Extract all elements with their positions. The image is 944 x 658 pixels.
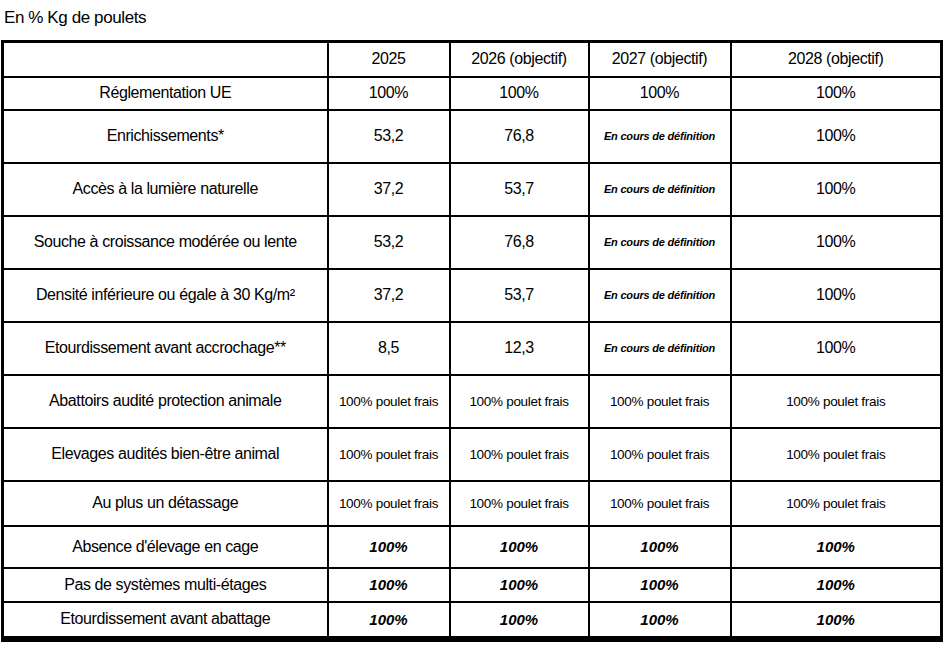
value-cell: 100% poulet frais xyxy=(731,481,942,526)
table-row: Enrichissements* 53,2 76,8 En cours de d… xyxy=(3,110,942,163)
value-cell-pending: En cours de définition xyxy=(589,163,731,216)
value-cell: 100% poulet frais xyxy=(589,481,731,526)
table-row: Au plus un détassage 100% poulet frais 1… xyxy=(3,481,942,526)
value-cell: 100% poulet frais xyxy=(589,375,731,428)
value-cell: 100% poulet frais xyxy=(328,428,450,481)
value-cell: 100% poulet frais xyxy=(450,375,589,428)
value-cell: 8,5 xyxy=(328,322,450,375)
value-cell: 100% xyxy=(731,163,942,216)
value-cell: 100% xyxy=(731,269,942,322)
value-cell: 100% xyxy=(589,602,731,639)
value-cell: 100% xyxy=(589,526,731,568)
header-cell-2026: 2026 (objectif) xyxy=(450,42,589,77)
table-row: Etourdissement avant accrochage** 8,5 12… xyxy=(3,322,942,375)
value-cell: 100% xyxy=(450,602,589,639)
value-cell-pending: En cours de définition xyxy=(589,110,731,163)
value-cell: 100% xyxy=(731,568,942,602)
header-cell-2028: 2028 (objectif) xyxy=(731,42,942,77)
value-cell: 100% poulet frais xyxy=(589,428,731,481)
value-cell-pending: En cours de définition xyxy=(589,216,731,269)
table-row: Absence d'élevage en cage 100% 100% 100%… xyxy=(3,526,942,568)
value-cell: 53,7 xyxy=(450,269,589,322)
table-row: Pas de systèmes multi-étages 100% 100% 1… xyxy=(3,568,942,602)
table-header-row: 2025 2026 (objectif) 2027 (objectif) 202… xyxy=(3,42,942,77)
report-page: En % Kg de poulets 2025 2026 (objectif) … xyxy=(0,0,944,658)
header-cell-2025: 2025 xyxy=(328,42,450,77)
value-cell: 100% xyxy=(328,602,450,639)
value-cell: 100% poulet frais xyxy=(328,481,450,526)
table-row: Abattoirs audité protection animale 100%… xyxy=(3,375,942,428)
value-cell: 37,2 xyxy=(328,163,450,216)
value-cell: 100% xyxy=(589,77,731,110)
value-cell: 100% xyxy=(731,322,942,375)
row-label: Au plus un détassage xyxy=(3,481,328,526)
value-cell: 100% poulet frais xyxy=(450,481,589,526)
table-row: Densité inférieure ou égale à 30 Kg/m² 3… xyxy=(3,269,942,322)
value-cell: 100% xyxy=(450,568,589,602)
value-cell: 76,8 xyxy=(450,110,589,163)
value-cell: 100% xyxy=(731,526,942,568)
value-cell: 100% poulet frais xyxy=(731,428,942,481)
value-cell: 37,2 xyxy=(328,269,450,322)
row-label: Souche à croissance modérée ou lente xyxy=(3,216,328,269)
table-row: Réglementation UE 100% 100% 100% 100% xyxy=(3,77,942,110)
value-cell: 53,7 xyxy=(450,163,589,216)
value-cell: 100% xyxy=(328,526,450,568)
row-label: Densité inférieure ou égale à 30 Kg/m² xyxy=(3,269,328,322)
value-cell: 100% xyxy=(731,77,942,110)
row-label: Elevages audités bien-être animal xyxy=(3,428,328,481)
value-cell: 100% poulet frais xyxy=(731,375,942,428)
value-cell: 100% xyxy=(731,216,942,269)
value-cell: 53,2 xyxy=(328,216,450,269)
row-label: Abattoirs audité protection animale xyxy=(3,375,328,428)
header-cell-empty xyxy=(3,42,328,77)
row-label: Etourdissement avant abattage xyxy=(3,602,328,639)
value-cell: 100% xyxy=(328,77,450,110)
value-cell: 12,3 xyxy=(450,322,589,375)
value-cell: 100% xyxy=(450,77,589,110)
row-label: Absence d'élevage en cage xyxy=(3,526,328,568)
row-label: Etourdissement avant accrochage** xyxy=(3,322,328,375)
value-cell: 100% xyxy=(328,568,450,602)
commitments-table: 2025 2026 (objectif) 2027 (objectif) 202… xyxy=(1,40,943,642)
table-row: Elevages audités bien-être animal 100% p… xyxy=(3,428,942,481)
value-cell: 76,8 xyxy=(450,216,589,269)
header-cell-2027: 2027 (objectif) xyxy=(589,42,731,77)
value-cell: 100% poulet frais xyxy=(328,375,450,428)
row-label: Enrichissements* xyxy=(3,110,328,163)
value-cell: 100% xyxy=(731,602,942,639)
table-row: Etourdissement avant abattage 100% 100% … xyxy=(3,602,942,639)
page-title: En % Kg de poulets xyxy=(4,8,146,28)
value-cell: 100% xyxy=(589,568,731,602)
value-cell-pending: En cours de définition xyxy=(589,322,731,375)
row-label: Pas de systèmes multi-étages xyxy=(3,568,328,602)
row-label: Accès à la lumière naturelle xyxy=(3,163,328,216)
table-row: Souche à croissance modérée ou lente 53,… xyxy=(3,216,942,269)
value-cell: 53,2 xyxy=(328,110,450,163)
table-row: Accès à la lumière naturelle 37,2 53,7 E… xyxy=(3,163,942,216)
row-label: Réglementation UE xyxy=(3,77,328,110)
value-cell: 100% poulet frais xyxy=(450,428,589,481)
value-cell: 100% xyxy=(731,110,942,163)
value-cell: 100% xyxy=(450,526,589,568)
value-cell-pending: En cours de définition xyxy=(589,269,731,322)
